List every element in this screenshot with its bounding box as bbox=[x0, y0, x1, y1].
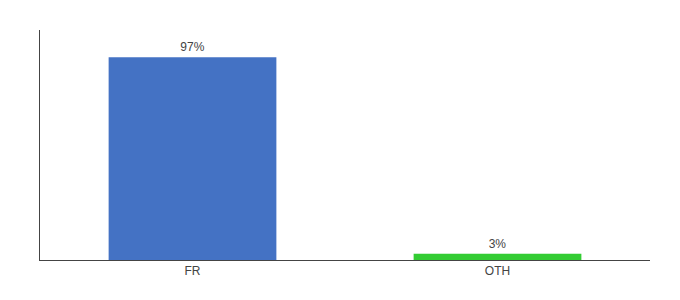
svg-text:OTH: OTH bbox=[485, 264, 510, 278]
svg-text:FR: FR bbox=[185, 264, 201, 278]
svg-text:97%: 97% bbox=[180, 40, 204, 54]
svg-text:3%: 3% bbox=[489, 237, 507, 251]
